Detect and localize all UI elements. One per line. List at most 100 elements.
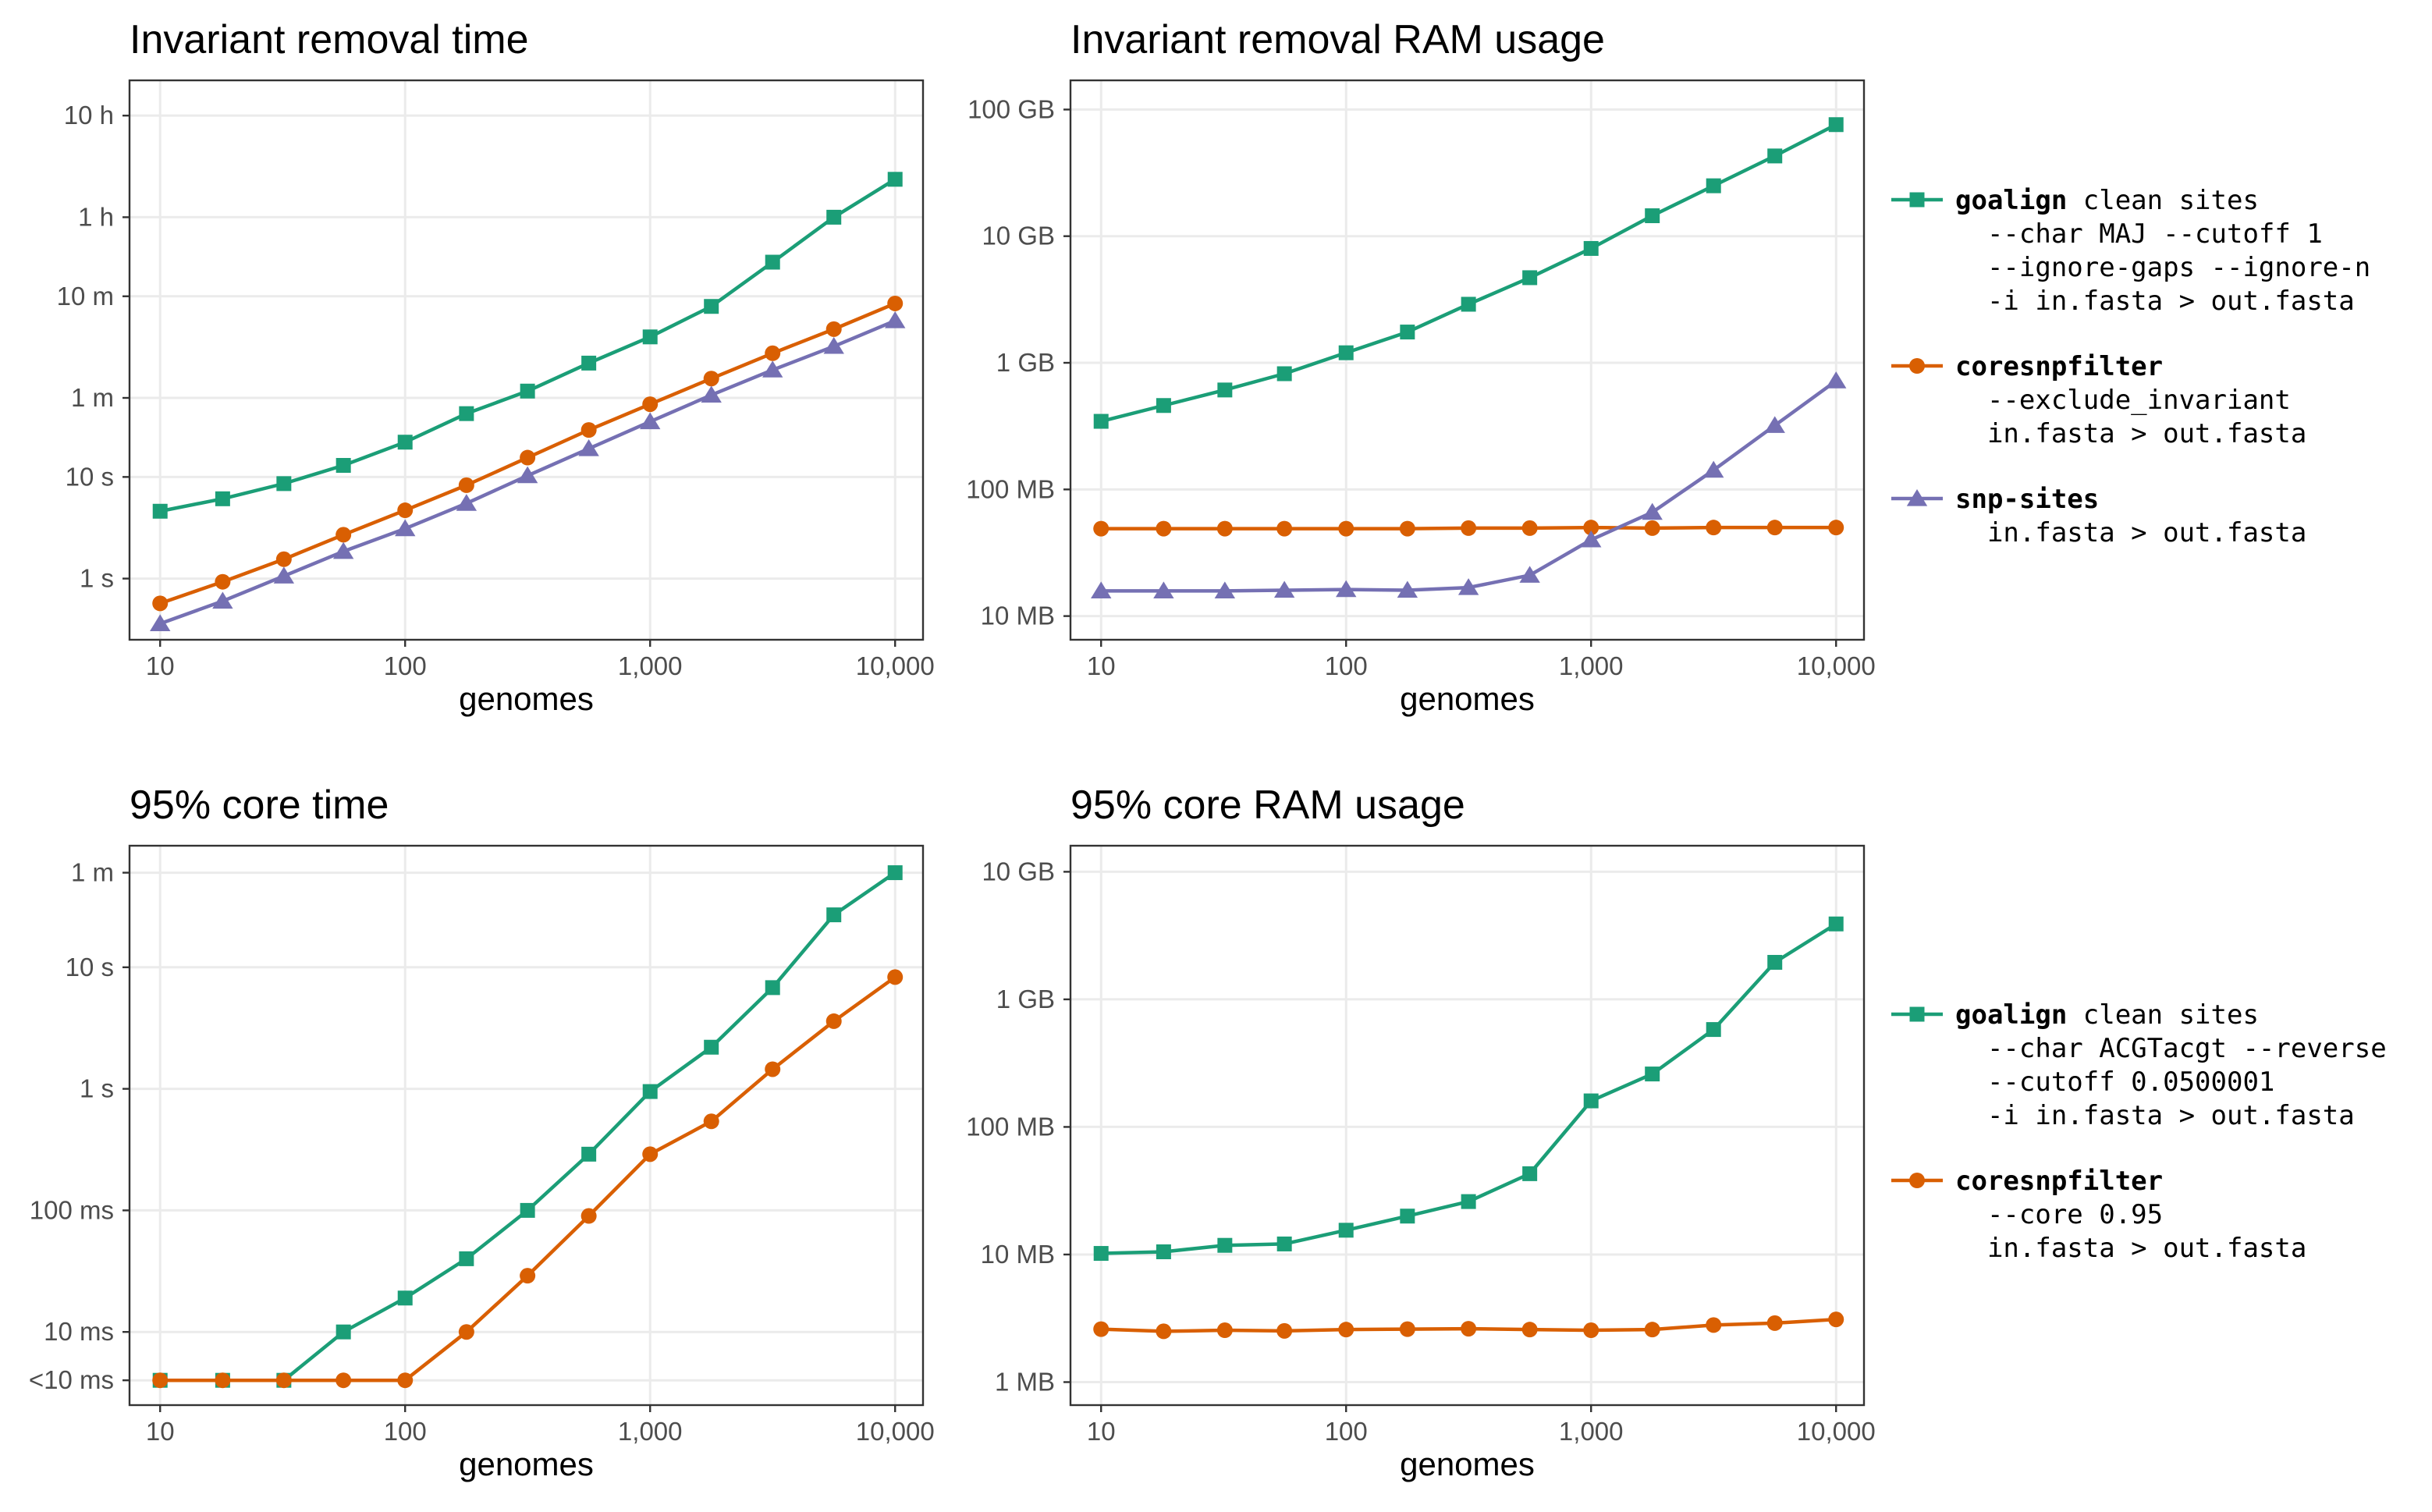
data-point-coresnpfilter <box>1521 1322 1538 1338</box>
data-point-coresnpfilter <box>1338 520 1354 537</box>
x-tick-label: 10 <box>146 1417 175 1446</box>
y-tick-label: 1 h <box>78 202 114 231</box>
data-point-coresnpfilter <box>1156 520 1172 537</box>
data-point-goalign <box>1276 1236 1292 1251</box>
plot-background <box>1070 846 1864 1405</box>
panel-title: 95% core time <box>130 783 389 828</box>
data-point-snp_sites <box>823 336 844 354</box>
data-point-coresnpfilter <box>1583 520 1599 536</box>
data-point-goalign <box>397 1290 413 1306</box>
data-point-goalign <box>459 1251 474 1266</box>
data-point-snp_sites <box>762 360 783 378</box>
data-point-coresnpfilter <box>1644 1322 1660 1338</box>
data-point-coresnpfilter <box>458 477 474 493</box>
y-tick-label: 1 m <box>71 858 114 887</box>
data-point-coresnpfilter <box>215 573 231 590</box>
legend-command-line: --char ACGTacgt --reverse <box>1955 1033 2387 1064</box>
data-point-coresnpfilter <box>1093 520 1109 537</box>
y-tick-label: 1 GB <box>996 985 1055 1013</box>
data-point-coresnpfilter <box>152 595 169 612</box>
data-point-goalign <box>1400 1209 1415 1224</box>
data-point-coresnpfilter <box>1216 1322 1233 1339</box>
y-tick-label: 10 s <box>66 462 114 491</box>
data-point-goalign <box>765 980 780 996</box>
y-tick-label: 10 h <box>64 101 114 130</box>
panel-title: Invariant removal time <box>130 17 529 62</box>
data-point-coresnpfilter <box>275 1372 292 1389</box>
data-point-goalign <box>336 458 351 474</box>
plot-background <box>130 846 923 1405</box>
data-point-coresnpfilter <box>1706 520 1722 536</box>
data-point-coresnpfilter <box>825 1013 842 1029</box>
data-point-goalign <box>1217 382 1233 398</box>
y-tick-label: 1 GB <box>996 348 1055 377</box>
legend-command-line: --core 0.95 <box>1955 1199 2163 1230</box>
series-goalign <box>152 172 903 519</box>
data-point-goalign <box>1583 1093 1599 1109</box>
series-snp_sites <box>1091 371 1847 598</box>
data-point-coresnpfilter <box>397 1372 414 1389</box>
data-point-goalign <box>1828 117 1844 133</box>
data-point-coresnpfilter <box>1521 520 1538 536</box>
data-point-goalign <box>459 406 474 421</box>
data-point-coresnpfilter <box>215 1372 231 1389</box>
series-coresnpfilter <box>1093 520 1844 537</box>
data-point-goalign <box>1276 366 1292 382</box>
legend-tool-name: coresnpfilter <box>1955 1166 2163 1197</box>
legend-swatch-marker <box>1906 489 1928 506</box>
y-tick-label: 10 MB <box>981 602 1055 630</box>
data-point-goalign <box>1093 1246 1109 1262</box>
panel-core-time: 95% core time <10 ms 10 ms 100 ms 1 s 10 s 1 m… <box>29 783 935 1482</box>
data-point-coresnpfilter <box>1644 520 1660 536</box>
panel-title: 95% core RAM usage <box>1070 783 1465 828</box>
data-point-goalign <box>1706 1022 1721 1038</box>
data-point-snp_sites <box>885 311 906 328</box>
legend-command-line: --cutoff 0.0500001 <box>1955 1067 2274 1098</box>
data-point-goalign <box>1461 296 1476 312</box>
gridlines <box>1070 846 1864 1405</box>
x-tick-label: 10,000 <box>856 651 935 680</box>
series-coresnpfilter <box>152 969 904 1389</box>
data-point-snp_sites <box>1581 530 1602 548</box>
data-point-coresnpfilter <box>520 449 536 466</box>
data-point-goalign <box>1156 1244 1171 1259</box>
legend-label: snp-sites in.fasta > out.fasta <box>1955 484 2306 548</box>
legend-label: goalign clean sites --char MAJ --cutoff … <box>1955 185 2370 317</box>
panel-core-ram: 95% core RAM usage 1 MB 10 MB 100 MB 1 GB 10 … <box>966 783 1875 1482</box>
x-tick-label: 10 <box>1087 651 1116 680</box>
data-point-goalign <box>1767 148 1783 164</box>
legend-command-line: in.fasta > out.fasta <box>1955 517 2306 548</box>
data-point-coresnpfilter <box>580 1208 597 1224</box>
legend-command-line: clean sites <box>2067 185 2259 216</box>
data-point-coresnpfilter <box>1216 520 1233 537</box>
x-tick-label: 10,000 <box>1797 1417 1876 1446</box>
series-goalign <box>1093 916 1844 1262</box>
y-tick-label: 1 s <box>80 1074 114 1103</box>
legend-command-line: in.fasta > out.fasta <box>1955 1233 2306 1264</box>
x-tick-label: 10,000 <box>1797 651 1876 680</box>
legend-entry-coresnpfilter: coresnpfilter --exclude_invariant in.fas… <box>1891 351 2306 449</box>
x-tick-label: 1,000 <box>618 651 683 680</box>
legend-label: coresnpfilter --core 0.95 in.fasta > out… <box>1955 1166 2306 1264</box>
legend-swatch-marker <box>1909 1173 1925 1188</box>
panel-invariant-removal-ram: Invariant removal RAM usage 10 MB 100 MB 1 … <box>966 17 1875 717</box>
data-point-coresnpfilter <box>825 321 842 337</box>
legend-command-line: -i in.fasta > out.fasta <box>1955 1100 2355 1131</box>
y-tick-label: <10 ms <box>29 1365 114 1394</box>
data-point-snp_sites <box>578 439 599 456</box>
data-point-coresnpfilter <box>580 422 597 438</box>
legend-tool-name: snp-sites <box>1955 484 2099 515</box>
y-tick-label: 100 ms <box>30 1195 114 1224</box>
data-point-goalign <box>520 383 535 399</box>
panel-invariant-removal-time: Invariant removal time 1 s 10 s 1 m 10 m 1 h 1… <box>57 17 935 717</box>
data-point-snp_sites <box>517 466 538 484</box>
data-point-goalign <box>336 1324 351 1340</box>
x-tick-label: 100 <box>384 1417 427 1446</box>
data-point-snp_sites <box>1397 580 1418 598</box>
data-point-snp_sites <box>273 566 295 584</box>
data-point-goalign <box>1338 345 1354 360</box>
data-point-coresnpfilter <box>765 345 781 361</box>
plot-frame <box>128 79 925 641</box>
data-point-goalign <box>581 355 597 371</box>
data-point-snp_sites <box>456 494 478 511</box>
